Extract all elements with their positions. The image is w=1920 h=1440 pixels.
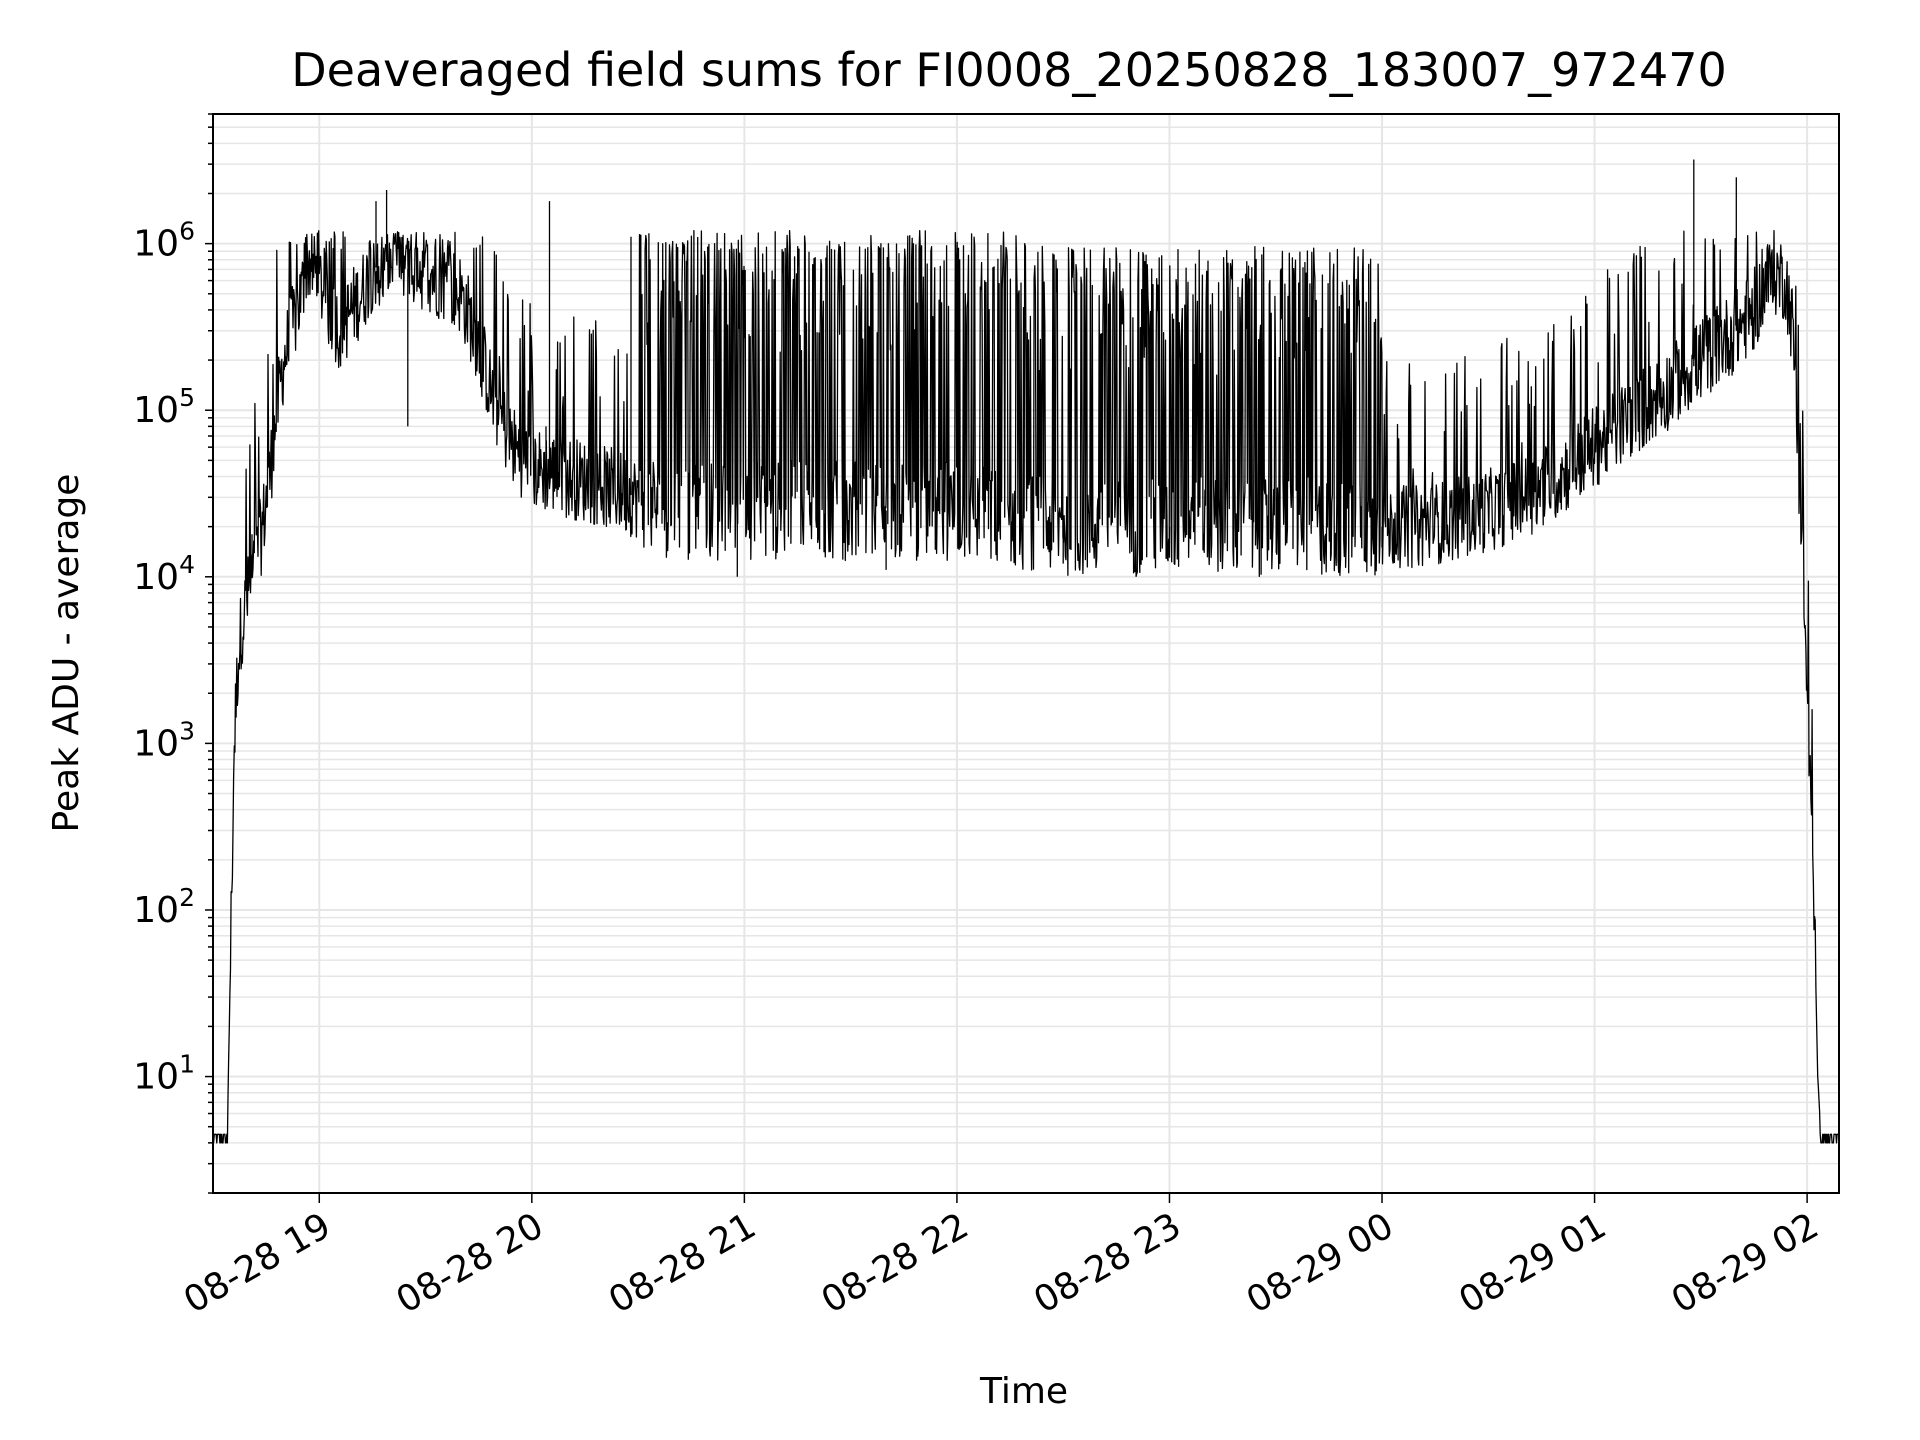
y-tick-base: 10 — [133, 390, 179, 431]
y-tick-label: 106 — [133, 217, 195, 265]
x-tick-label: 08-29 00 — [1240, 1205, 1401, 1321]
y-tick-exponent: 5 — [179, 383, 195, 412]
x-tick-label: 08-28 19 — [177, 1205, 338, 1321]
chart-title: Deaveraged field sums for FI0008_2025082… — [291, 43, 1727, 97]
x-tick-label: 08-28 23 — [1027, 1205, 1188, 1321]
y-tick-base: 10 — [133, 890, 179, 931]
plot-area-frame — [212, 113, 1840, 1194]
x-tick-label: 08-28 21 — [602, 1205, 763, 1321]
y-tick-exponent: 3 — [179, 716, 195, 745]
y-tick-label: 105 — [133, 383, 195, 431]
x-tick-label: 08-28 20 — [390, 1205, 551, 1321]
x-tick-label: 08-28 22 — [815, 1205, 976, 1321]
y-tick-label: 101 — [133, 1050, 195, 1098]
y-axis-label: Peak ADU - average — [46, 474, 87, 833]
y-tick-label: 103 — [133, 716, 195, 764]
series-line — [212, 159, 1840, 1144]
y-tick-base: 10 — [133, 723, 179, 764]
y-tick-exponent: 2 — [179, 883, 195, 912]
y-tick-base: 10 — [133, 1057, 179, 1098]
y-tick-exponent: 1 — [179, 1050, 195, 1079]
y-tick-exponent: 6 — [179, 217, 195, 246]
y-tick-label: 102 — [133, 883, 195, 931]
x-axis-label: Time — [979, 1371, 1068, 1412]
x-axis-ticks: 08-28 19 08-28 20 08-28 21 08-28 22 08-28 23… — [177, 1193, 1826, 1322]
y-tick-base: 10 — [133, 557, 179, 598]
y-tick-label: 104 — [133, 550, 195, 598]
y-tick-base: 10 — [133, 224, 179, 265]
x-tick-label: 08-29 01 — [1452, 1205, 1613, 1321]
x-tick-label: 08-29 02 — [1665, 1205, 1826, 1321]
y-tick-exponent: 4 — [179, 550, 195, 579]
